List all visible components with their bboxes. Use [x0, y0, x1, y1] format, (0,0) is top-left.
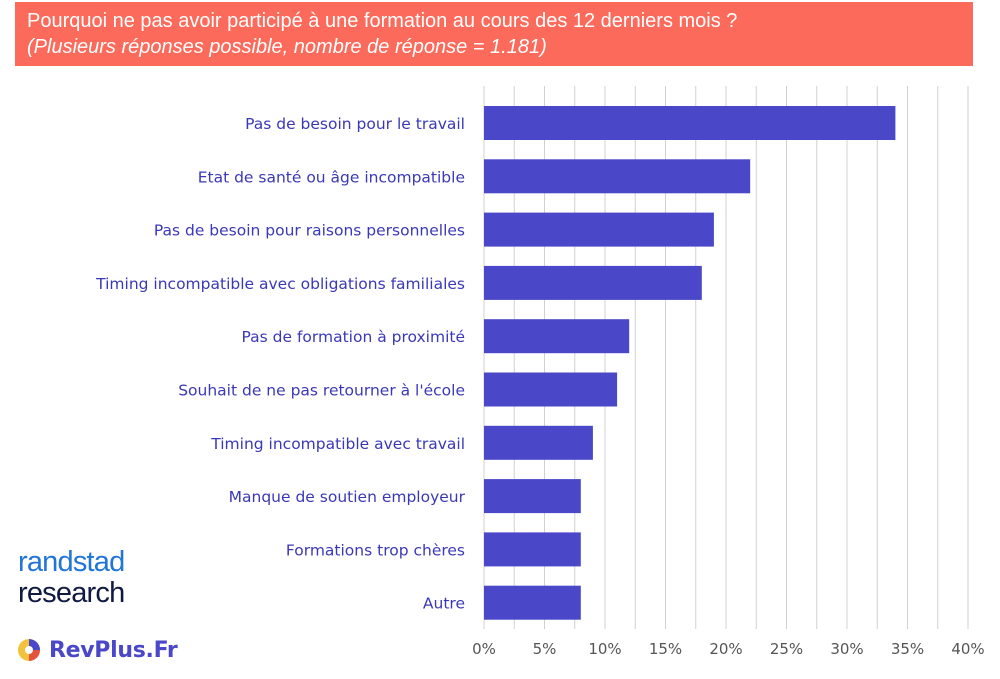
category-label: Manque de soutien employeur [229, 488, 466, 506]
category-label: Pas de formation à proximité [241, 328, 465, 346]
brand-line-research: research [18, 577, 125, 609]
bar [484, 159, 751, 194]
category-label: Timing incompatible avec obligations fam… [95, 275, 465, 293]
x-tick-label: 5% [533, 640, 557, 658]
x-tick-label: 25% [770, 640, 803, 658]
bar [484, 372, 618, 407]
bar [484, 425, 593, 460]
category-labels: Pas de besoin pour le travail Etat de san… [95, 115, 465, 613]
x-tick-label: 15% [649, 640, 682, 658]
chart-subtitle: (Plusieurs réponses possible, nombre de … [27, 36, 547, 58]
x-tick-label: 0% [472, 640, 496, 658]
bar [484, 106, 896, 140]
category-label: Timing incompatible avec travail [210, 435, 465, 453]
site-name: RevPlus.Fr [49, 637, 178, 663]
randstad-research-logo: randstad research [18, 546, 125, 609]
brand-line-randstad: randstad [18, 546, 125, 578]
bar [484, 532, 581, 567]
bar [484, 585, 581, 620]
category-label: Formations trop chères [286, 541, 465, 559]
bar [484, 319, 630, 354]
bar [484, 212, 714, 247]
x-axis-ticks: 0% 5% 10% 15% 20% 25% 30% 35% 40% [472, 640, 985, 658]
bars [484, 106, 896, 620]
site-credit[interactable]: RevPlus.Fr [17, 636, 178, 664]
chart-title: Pourquoi ne pas avoir participé à une fo… [27, 10, 738, 32]
category-label: Etat de santé ou âge incompatible [198, 168, 465, 186]
title-banner: Pourquoi ne pas avoir participé à une fo… [15, 2, 973, 66]
x-tick-label: 20% [709, 640, 742, 658]
category-label: Souhait de ne pas retourner à l'école [178, 382, 465, 400]
x-tick-label: 30% [830, 640, 863, 658]
category-label: Pas de besoin pour le travail [245, 115, 465, 133]
x-tick-label: 40% [951, 640, 984, 658]
category-label: Autre [423, 595, 465, 613]
bar [484, 479, 581, 514]
bar [484, 265, 702, 300]
revplus-logo-icon [18, 639, 40, 661]
category-label: Pas de besoin pour raisons personnelles [154, 222, 465, 240]
x-tick-label: 10% [588, 640, 621, 658]
x-tick-label: 35% [891, 640, 924, 658]
